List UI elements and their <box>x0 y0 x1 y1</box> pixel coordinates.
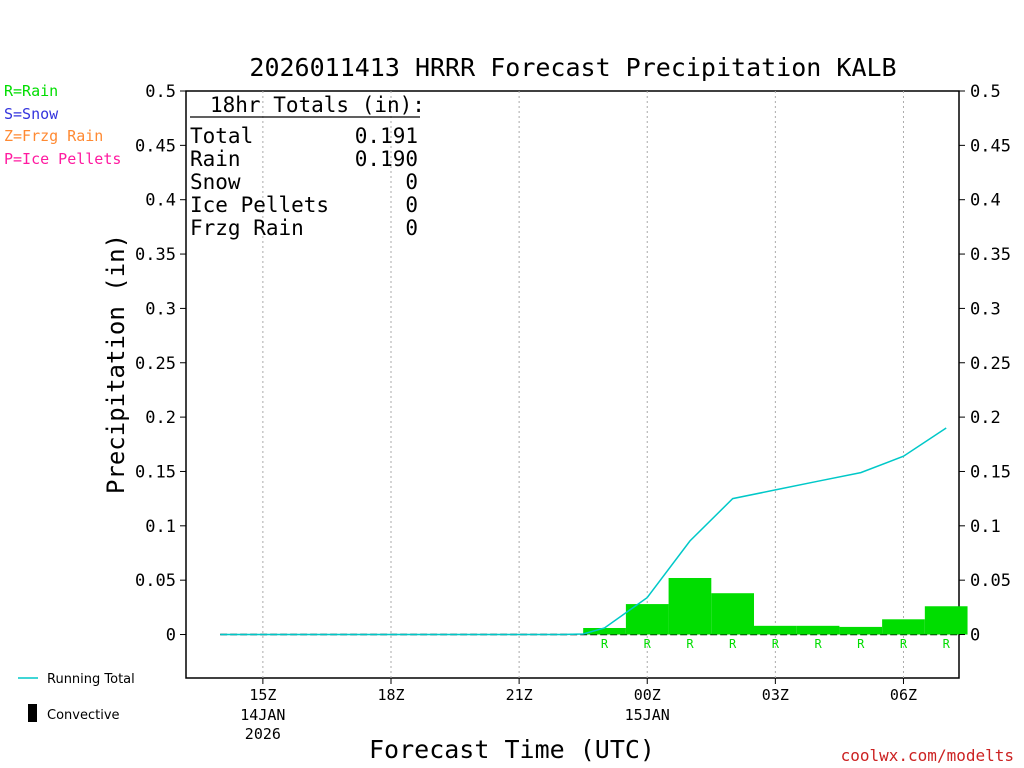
totals-label: Snow <box>190 170 241 194</box>
totals-value: 0.191 <box>355 124 418 148</box>
chart-title: 2026011413 HRRR Forecast Precipitation K… <box>249 53 896 82</box>
ptype-marker: R <box>686 637 694 651</box>
y-tick-label-left: 0.45 <box>135 136 176 156</box>
totals-value: 0 <box>405 170 418 194</box>
plot-frame <box>185 90 960 679</box>
precip-bar <box>625 604 669 635</box>
y-tick-label-right: 0.35 <box>970 245 1011 265</box>
totals-value: 0 <box>405 193 418 217</box>
y-tick-label-left: 0.35 <box>135 245 176 265</box>
y-tick-label-left: 0.3 <box>145 299 176 319</box>
y-tick-label-right: 0.5 <box>970 82 1001 102</box>
ptype-marker: R <box>772 637 780 651</box>
y-tick-label-right: 0.45 <box>970 136 1011 156</box>
totals-value: 0.190 <box>355 147 418 171</box>
totals-box: 18hr Totals (in): Total 0.191 Rain 0.190… <box>190 93 425 240</box>
totals-label: Ice Pellets <box>190 193 329 217</box>
ptype-marker: R <box>644 637 652 651</box>
precip-bar <box>796 625 840 635</box>
x-tick-year: 2026 <box>245 725 281 743</box>
y-axes: 0 00.05 0.050.1 0.10.15 0.150.2 0.20.25 0.250.… <box>135 82 1011 646</box>
y-tick-label-right: 0.3 <box>970 299 1001 319</box>
precip-bar <box>754 625 797 635</box>
ptype-marker: R <box>729 637 737 651</box>
y-tick-label-left: 0.15 <box>135 462 176 482</box>
legend-convective-swatch <box>28 704 37 722</box>
hourly-bars <box>583 577 968 635</box>
y-tick-label-right: 0.15 <box>970 462 1011 482</box>
y-tick-label-left: 0.4 <box>145 191 176 211</box>
y-tick-label-right: 0.1 <box>970 517 1001 537</box>
x-tick-label: 00Z <box>634 686 661 704</box>
precip-bar <box>924 606 968 635</box>
x-axis-label: Forecast Time (UTC) <box>369 735 655 764</box>
y-tick-label-right: 0.05 <box>970 571 1011 591</box>
y-tick-label-left: 0.25 <box>135 354 176 374</box>
x-tick-label: 03Z <box>762 686 789 704</box>
precip-bar <box>882 619 925 635</box>
y-tick-label-left: 0.1 <box>145 517 176 537</box>
totals-label: Frzg Rain <box>190 216 304 240</box>
y-tick-label-left: 0.5 <box>145 82 176 102</box>
precip-bar <box>711 593 755 635</box>
x-tick-label: 21Z <box>506 686 533 704</box>
y-axis-label: Precipitation (in) <box>102 234 130 494</box>
precip-bar <box>668 577 712 635</box>
ptype-legend-snow: S=Snow <box>4 105 59 123</box>
precip-bar <box>583 627 626 635</box>
running-total-line <box>220 427 947 636</box>
ptype-marker: R <box>857 637 865 651</box>
ptype-marker: R <box>943 637 951 651</box>
ptype-legend: R=Rain S=Snow Z=Frzg Rain P=Ice Pellets <box>4 82 121 168</box>
ptype-marker: R <box>900 637 908 651</box>
precip-bar <box>839 626 883 635</box>
series-legend: Running Total Convective <box>18 672 135 723</box>
ptype-legend-ice-pellets: P=Ice Pellets <box>4 150 121 168</box>
y-tick-label-right: 0 <box>970 626 980 646</box>
y-tick-label-right: 0.25 <box>970 354 1011 374</box>
totals-heading: 18hr Totals (in): <box>210 93 425 117</box>
y-tick-label-left: 0.05 <box>135 571 176 591</box>
running-total-series <box>220 427 947 636</box>
totals-label: Total <box>190 124 253 148</box>
x-tick-label: 06Z <box>890 686 917 704</box>
ptype-legend-frzg-rain: Z=Frzg Rain <box>4 127 103 145</box>
ptype-marker: R <box>601 637 609 651</box>
credit-text: coolwx.com/modelts <box>841 746 1014 765</box>
totals-value: 0 <box>405 216 418 240</box>
gridlines <box>220 91 959 678</box>
legend-running-total-label: Running Total <box>47 672 135 687</box>
x-tick-date: 14JAN <box>240 706 285 724</box>
ptype-marker: R <box>814 637 822 651</box>
x-tick-label: 15Z <box>249 686 276 704</box>
y-tick-label-right: 0.4 <box>970 191 1001 211</box>
ptype-legend-rain: R=Rain <box>4 82 58 100</box>
y-tick-label-left: 0.2 <box>145 408 176 428</box>
x-tick-label: 18Z <box>377 686 404 704</box>
legend-convective-label: Convective <box>47 708 120 723</box>
y-tick-label-right: 0.2 <box>970 408 1001 428</box>
totals-label: Rain <box>190 147 241 171</box>
y-tick-label-left: 0 <box>166 626 176 646</box>
x-tick-date: 15JAN <box>625 706 670 724</box>
